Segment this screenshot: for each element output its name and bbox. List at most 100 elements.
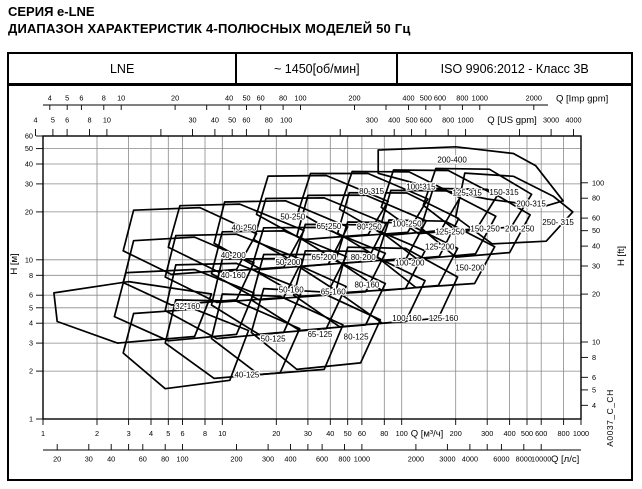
svg-text:60: 60 xyxy=(25,132,33,141)
performance-range-chart: 4 5 6 8 10 20 40 50 60 80 100 200 400 500 600 800 1000 20… xyxy=(7,84,633,481)
envelope-label-100-315: 100-315 xyxy=(406,183,436,192)
envelope-label-100-200: 100-200 xyxy=(395,259,425,268)
envelope-200-400 xyxy=(377,145,564,208)
svg-text:2: 2 xyxy=(95,429,99,438)
svg-text:400: 400 xyxy=(504,429,516,438)
envelope-label-50-125: 50-125 xyxy=(261,334,286,343)
svg-text:600: 600 xyxy=(535,429,547,438)
plot-frame xyxy=(42,135,582,420)
envelope-label-80-250: 80-250 xyxy=(357,223,382,232)
envelope-label-65-250: 65-250 xyxy=(316,222,341,231)
svg-text:4000: 4000 xyxy=(462,455,478,464)
svg-text:5: 5 xyxy=(29,303,33,312)
svg-text:1000: 1000 xyxy=(472,94,488,103)
x-axis-ls: 20 30 40 60 80 100 200 300 400 600 800 1000 2000 3000… xyxy=(43,444,581,465)
svg-text:4: 4 xyxy=(592,401,596,410)
series-title: СЕРИЯ e-LNE xyxy=(8,4,95,19)
m3h-unit-label: Q [м³/ч] xyxy=(411,429,444,440)
svg-text:30: 30 xyxy=(188,116,196,125)
svg-text:10: 10 xyxy=(592,338,600,347)
svg-text:4: 4 xyxy=(48,94,52,103)
envelope-label-125-315: 125-315 xyxy=(453,189,483,198)
envelope-label-40-160: 40-160 xyxy=(221,271,246,280)
svg-text:5: 5 xyxy=(65,94,69,103)
svg-text:500: 500 xyxy=(420,94,432,103)
svg-text:1: 1 xyxy=(41,429,45,438)
envelope-200-315 xyxy=(422,167,533,233)
svg-text:20: 20 xyxy=(25,207,33,216)
svg-text:30: 30 xyxy=(25,179,33,188)
svg-text:800: 800 xyxy=(338,455,350,464)
svg-text:2: 2 xyxy=(29,367,33,376)
us-gpm-unit-label: Q [US gpm] xyxy=(487,115,537,126)
envelope-label-200-400: 200-400 xyxy=(437,156,467,165)
svg-text:10: 10 xyxy=(218,429,226,438)
svg-text:100: 100 xyxy=(396,429,408,438)
svg-text:600: 600 xyxy=(420,116,432,125)
svg-text:6: 6 xyxy=(592,373,596,382)
svg-text:20: 20 xyxy=(171,94,179,103)
envelope-label-100-160: 100-160 xyxy=(392,314,422,323)
ls-unit-label: Q [л/с] xyxy=(551,454,579,465)
svg-text:1000: 1000 xyxy=(354,455,370,464)
imp-gpm-unit-label: Q [Imp gpm] xyxy=(556,94,608,105)
svg-text:40: 40 xyxy=(25,160,33,169)
envelope-label-150-315: 150-315 xyxy=(489,188,519,197)
svg-text:80: 80 xyxy=(265,116,273,125)
svg-text:3: 3 xyxy=(127,429,131,438)
envelope-label-65-125: 65-125 xyxy=(307,330,332,339)
svg-text:100: 100 xyxy=(176,455,188,464)
svg-text:400: 400 xyxy=(402,94,414,103)
svg-text:6000: 6000 xyxy=(493,455,509,464)
x-axis-m3h: 1 2 3 4 5 6 8 10 20 30 40 50 60 80 100 200 300 400 500 600 8… xyxy=(41,419,589,440)
envelope-label-65-200: 65-200 xyxy=(312,253,337,262)
svg-text:60: 60 xyxy=(242,116,250,125)
svg-text:60: 60 xyxy=(257,94,265,103)
svg-text:300: 300 xyxy=(366,116,378,125)
svg-text:2000: 2000 xyxy=(408,455,424,464)
svg-text:20: 20 xyxy=(592,290,600,299)
svg-text:1000: 1000 xyxy=(457,116,473,125)
svg-text:8: 8 xyxy=(203,429,207,438)
svg-text:400: 400 xyxy=(388,116,400,125)
envelope-32-160 xyxy=(53,280,213,344)
svg-text:3: 3 xyxy=(29,339,33,348)
svg-text:5: 5 xyxy=(166,429,170,438)
spec-table: LNE ~ 1450[об/мин] ISO 9906:2012 - Класс… xyxy=(7,52,633,85)
svg-text:50: 50 xyxy=(25,144,33,153)
svg-text:8: 8 xyxy=(102,94,106,103)
svg-text:3000: 3000 xyxy=(543,116,559,125)
svg-text:4000: 4000 xyxy=(565,116,581,125)
svg-text:400: 400 xyxy=(284,455,296,464)
svg-text:200: 200 xyxy=(348,94,360,103)
envelope-label-50-250: 50-250 xyxy=(280,212,305,221)
svg-text:40: 40 xyxy=(326,429,334,438)
svg-text:50: 50 xyxy=(242,94,250,103)
svg-text:10000: 10000 xyxy=(531,455,551,464)
envelope-label-40-250: 40-250 xyxy=(232,224,257,233)
svg-text:500: 500 xyxy=(521,429,533,438)
envelope-label-125-250: 125-250 xyxy=(435,228,465,237)
envelope-label-80-160: 80-160 xyxy=(354,280,379,289)
envelope-label-200-250: 200-250 xyxy=(505,225,535,234)
svg-text:800: 800 xyxy=(442,116,454,125)
chart-outer-border xyxy=(7,84,633,481)
svg-text:50: 50 xyxy=(228,116,236,125)
svg-text:8: 8 xyxy=(29,271,33,280)
envelope-label-50-160: 50-160 xyxy=(279,285,304,294)
svg-text:200: 200 xyxy=(230,455,242,464)
y-axis-m: 60 50 40 30 20 10 8 6 5 4 3 2 1 H [м] xyxy=(9,132,43,424)
envelope-label-125-200: 125-200 xyxy=(425,243,455,252)
svg-text:6: 6 xyxy=(65,116,69,125)
svg-text:1: 1 xyxy=(29,415,33,424)
envelope-80-125 xyxy=(250,287,382,371)
svg-text:300: 300 xyxy=(481,429,493,438)
svg-text:300: 300 xyxy=(262,455,274,464)
envelope-40-125 xyxy=(122,308,250,390)
spec-model: LNE xyxy=(9,54,238,83)
spec-speed: ~ 1450[об/мин] xyxy=(237,54,399,83)
envelope-250-315 xyxy=(454,172,574,245)
chart-canvas: 4 5 6 8 10 20 40 50 60 80 100 200 400 500 600 800 1000 20… xyxy=(7,84,633,481)
svg-text:600: 600 xyxy=(316,455,328,464)
envelope-40-200 xyxy=(122,236,255,306)
